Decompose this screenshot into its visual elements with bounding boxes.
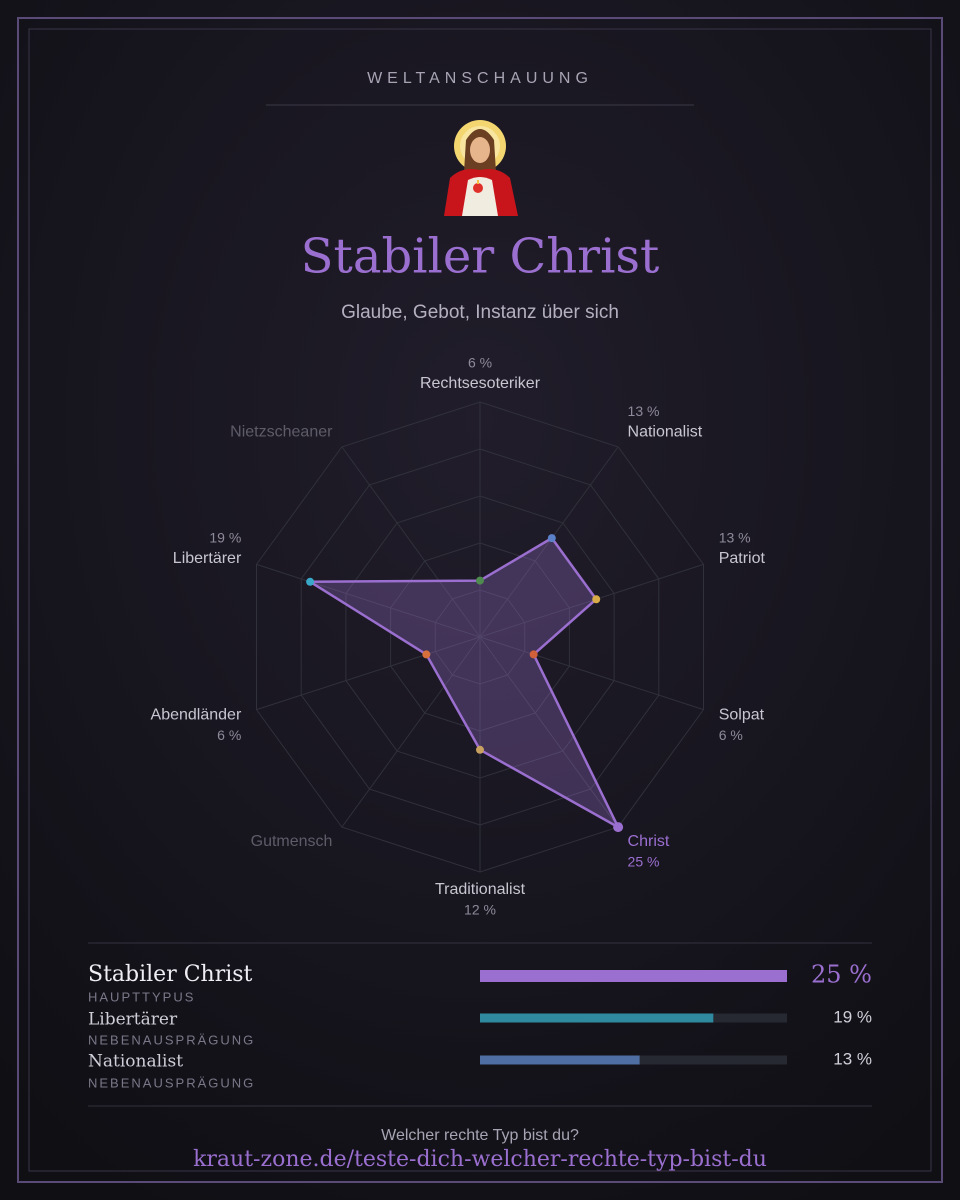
footer-link[interactable]: kraut-zone.de/teste-dich-welcher-rechte-… — [193, 1147, 767, 1172]
radar-value-label: 6 % — [719, 727, 743, 743]
radar-spoke — [479, 636, 704, 711]
result-name: Nationalist — [88, 1052, 183, 1072]
radar-value-label: 6 % — [217, 727, 241, 743]
radar-value-label: 19 % — [209, 530, 241, 546]
subtitle: Glaube, Gebot, Instanz über sich — [341, 302, 619, 323]
radar-spoke — [479, 636, 619, 828]
result-name: Libertärer — [88, 1010, 178, 1030]
radar-label: Christ — [628, 833, 670, 850]
radar-label: Libertärer — [173, 550, 242, 567]
radar-label: Traditionalist — [435, 881, 526, 898]
radar-label: Abendländer — [151, 706, 242, 723]
radar-value-label: 13 % — [628, 403, 660, 419]
bar-value-label: 19 % — [833, 1007, 872, 1026]
radar-point — [306, 577, 315, 586]
radar-point — [422, 650, 431, 659]
radar-point — [476, 576, 484, 585]
radar-label: Solpat — [719, 706, 765, 723]
radar-label: Nietzscheaner — [230, 424, 333, 441]
radar-label: Rechtsesoteriker — [420, 375, 541, 392]
radar-spoke — [256, 563, 481, 638]
result-role: HAUPTTYPUS — [88, 989, 195, 1004]
radar-spoke — [341, 446, 481, 638]
radar-point — [529, 650, 538, 659]
result-name: Stabiler Christ — [88, 962, 253, 987]
radar-value-label: 12 % — [464, 902, 496, 918]
icon — [444, 120, 518, 216]
radar-chart: Rechtsesoteriker 6 % Nationalist 13 % Patrio… — [151, 355, 766, 918]
bar — [480, 970, 787, 982]
radar-point — [476, 745, 484, 754]
radar-spoke — [479, 446, 619, 638]
bar-value-label: 25 % — [811, 961, 872, 989]
radar-label: Nationalist — [628, 424, 703, 441]
radar-value-label: 25 % — [628, 853, 660, 869]
bar — [480, 1055, 640, 1065]
result-role: NEBENAUSPRÄGUNG — [88, 1032, 255, 1047]
bar — [480, 1013, 714, 1023]
radar-label: Gutmensch — [251, 833, 333, 850]
outer-frame — [17, 17, 943, 1183]
radar-point — [592, 595, 601, 604]
radar-label: Patriot — [719, 550, 766, 567]
bar-value-label: 13 % — [833, 1049, 872, 1068]
inner-frame — [28, 28, 932, 1172]
radar-point — [547, 534, 556, 543]
radar-point — [613, 822, 624, 833]
radar-value-label: 6 % — [468, 355, 492, 371]
radar-spoke — [479, 563, 704, 638]
title: Stabiler Christ — [301, 229, 660, 285]
footer-question: Welcher rechte Typ bist du? — [381, 1127, 579, 1144]
radar-value-label: 13 % — [719, 530, 751, 546]
radar-spoke — [256, 636, 481, 711]
result-role: NEBENAUSPRÄGUNG — [88, 1075, 255, 1090]
radar-spoke — [341, 636, 481, 828]
results: Stabiler Christ HAUPTTYPUS 25 % Libertärer N… — [88, 961, 872, 1091]
section-label: WELTANSCHAUUNG — [367, 70, 593, 87]
